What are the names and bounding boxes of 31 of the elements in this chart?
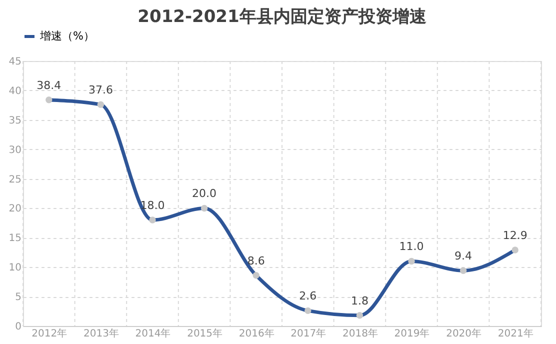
x-tick-label: 2017年	[290, 328, 326, 340]
data-label: 1.8	[350, 294, 368, 308]
x-tick-label: 2018年	[342, 328, 378, 340]
y-tick-label: 15	[8, 233, 22, 244]
x-tick-label: 2016年	[238, 328, 274, 340]
y-tick-label: 45	[8, 56, 22, 68]
data-label: 11.0	[399, 240, 424, 254]
data-label: 9.4	[454, 250, 472, 263]
x-tick-label: 2013年	[83, 328, 119, 340]
x-tick-label: 2020年	[446, 328, 482, 340]
data-label: 12.9	[502, 229, 528, 242]
y-tick-label: 35	[8, 115, 22, 126]
data-label: 8.6	[247, 254, 265, 268]
x-tick-label: 2019年	[394, 328, 430, 340]
x-tick-label: 2012年	[32, 328, 68, 340]
x-tick-label: 2014年	[135, 328, 171, 340]
y-tick-label: 40	[8, 86, 22, 97]
data-label: 37.6	[88, 84, 113, 97]
data-label: 20.0	[192, 187, 217, 200]
y-tick-label: 0	[15, 322, 22, 332]
y-tick-label: 30	[8, 144, 22, 156]
y-tick-label: 5	[15, 292, 22, 304]
x-tick-label: 2015年	[187, 328, 223, 340]
x-tick-label: 2021年	[498, 328, 534, 340]
y-tick-label: 25	[8, 174, 22, 186]
y-tick-label: 10	[8, 262, 22, 274]
data-label: 38.4	[36, 78, 62, 92]
chart-title: 2012-2021年县内固定资产投资增速	[138, 7, 426, 27]
legend-label: 增速（%）	[39, 30, 94, 42]
y-tick-label: 20	[8, 204, 22, 215]
data-label: 2.6	[299, 290, 317, 303]
